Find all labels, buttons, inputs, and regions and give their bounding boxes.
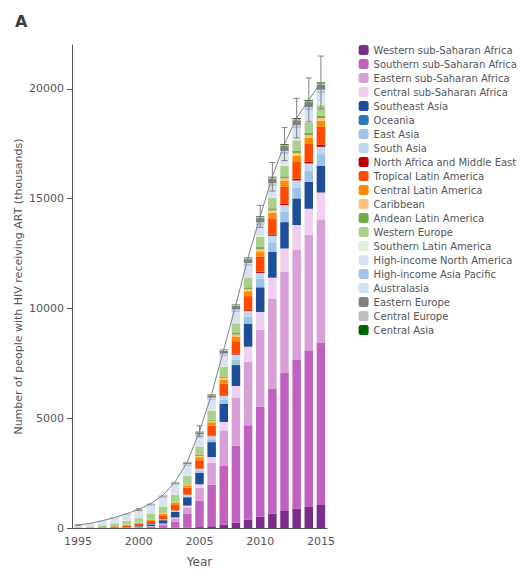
svg-text:East Asia: East Asia xyxy=(374,129,420,140)
svg-text:Central sub-Saharan Africa: Central sub-Saharan Africa xyxy=(374,87,508,98)
svg-text:20000: 20000 xyxy=(29,82,64,95)
svg-text:High-income North America: High-income North America xyxy=(374,255,513,266)
svg-text:Central Europe: Central Europe xyxy=(374,311,449,322)
svg-text:North Africa and Middle East: North Africa and Middle East xyxy=(374,157,517,168)
svg-text:Eastern sub-Saharan Africa: Eastern sub-Saharan Africa xyxy=(374,73,510,84)
svg-text:5000: 5000 xyxy=(36,412,64,425)
svg-text:South Asia: South Asia xyxy=(374,143,427,154)
svg-text:2015: 2015 xyxy=(307,535,335,548)
svg-text:Number of people with HIV rece: Number of people with HIV receiving ART … xyxy=(12,138,25,434)
svg-text:2010: 2010 xyxy=(246,535,274,548)
svg-text:Southern sub-Saharan Africa: Southern sub-Saharan Africa xyxy=(374,59,517,70)
svg-text:Southern Latin America: Southern Latin America xyxy=(374,241,492,252)
svg-text:Tropical Latin America: Tropical Latin America xyxy=(373,171,485,182)
svg-text:A: A xyxy=(15,12,28,31)
svg-text:Oceania: Oceania xyxy=(374,115,415,126)
svg-text:High-income Asia Pacific: High-income Asia Pacific xyxy=(374,269,496,280)
svg-text:15000: 15000 xyxy=(29,192,64,205)
svg-text:Western Europe: Western Europe xyxy=(374,227,453,238)
svg-text:Southeast Asia: Southeast Asia xyxy=(374,101,449,112)
svg-text:Central Asia: Central Asia xyxy=(374,325,435,336)
svg-text:Western sub-Saharan Africa: Western sub-Saharan Africa xyxy=(374,45,513,56)
svg-text:1995: 1995 xyxy=(64,535,92,548)
svg-text:Australasia: Australasia xyxy=(374,283,430,294)
svg-text:Caribbean: Caribbean xyxy=(374,199,425,210)
svg-text:2005: 2005 xyxy=(186,535,214,548)
svg-text:Eastern Europe: Eastern Europe xyxy=(374,297,450,308)
svg-text:Andean Latin America: Andean Latin America xyxy=(374,213,485,224)
svg-text:10000: 10000 xyxy=(29,302,64,315)
svg-text:Central Latin America: Central Latin America xyxy=(374,185,483,196)
svg-text:0: 0 xyxy=(57,522,64,535)
svg-text:2000: 2000 xyxy=(125,535,153,548)
svg-text:Year: Year xyxy=(186,555,212,569)
